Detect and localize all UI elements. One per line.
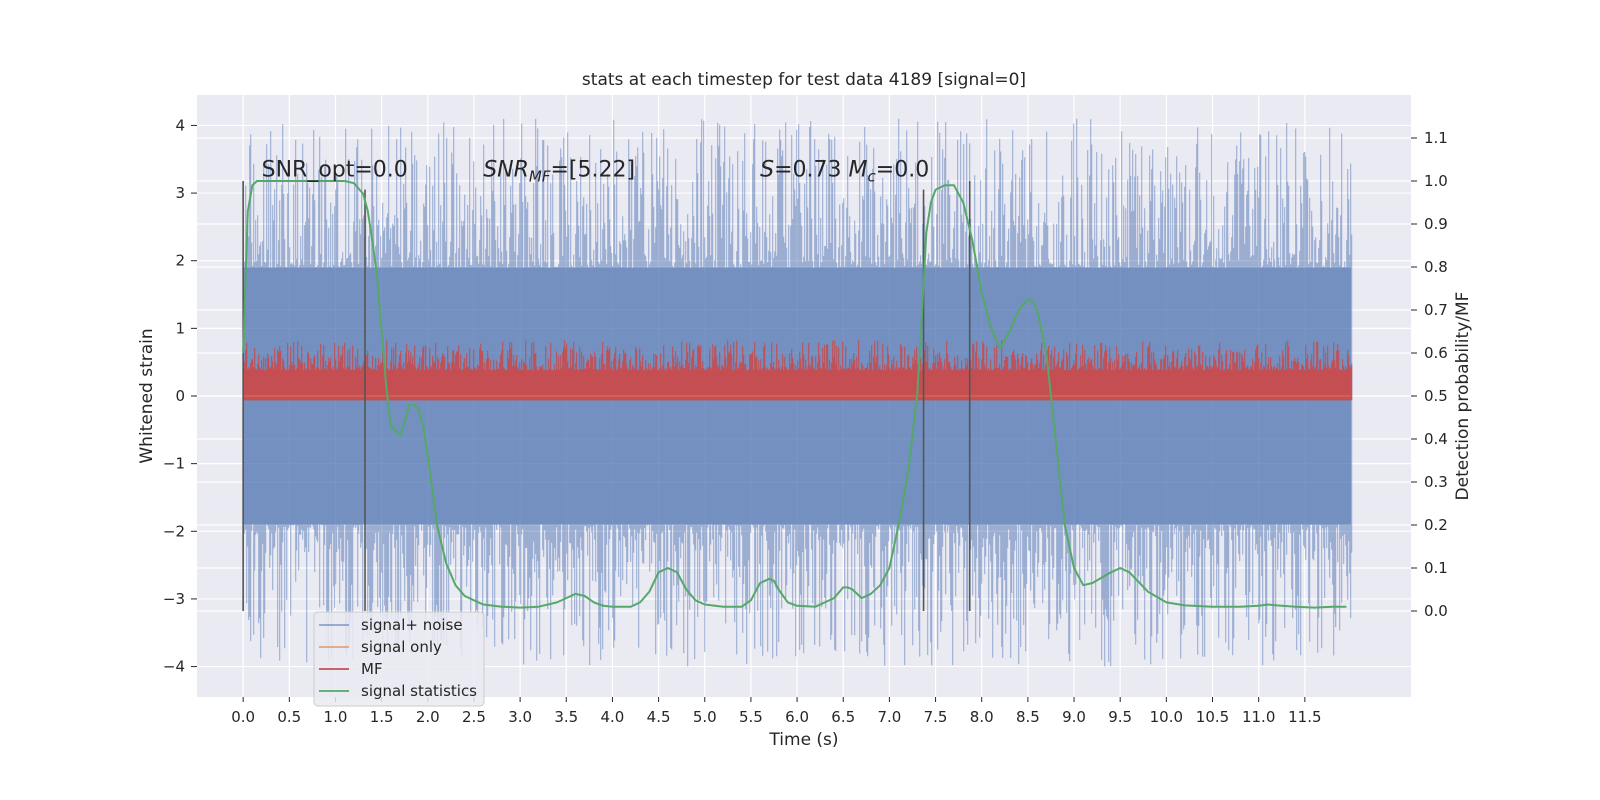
y2-tick-label: 0.0 — [1424, 602, 1448, 620]
x-tick-label: 2.0 — [416, 708, 440, 726]
signal-statistics-series — [242, 180, 1347, 609]
y2-axis-title: Detection probability/MF — [1453, 292, 1473, 501]
y2-tick-label: 0.3 — [1424, 473, 1448, 491]
y-tick-label: −4 — [163, 658, 185, 676]
legend-label: signal only — [361, 638, 442, 656]
axes: 0.0 0.5 1.0 1.5 2.0 2.5 3.0 3.5 4.0 4.5 5.0 5.5 6.0 6… — [163, 116, 1448, 726]
annotation-text: S=0.73 Mc=0.0 — [760, 158, 929, 186]
x-tick-label: 4.0 — [601, 708, 625, 726]
x-tick-label: 10.0 — [1150, 708, 1183, 726]
legend-label: signal+ noise — [361, 616, 463, 634]
x-tick-label: 10.5 — [1196, 708, 1229, 726]
y-tick-label: 0 — [175, 387, 185, 405]
y2-tick-label: 0.6 — [1424, 344, 1448, 362]
x-tick-label: 4.5 — [647, 708, 671, 726]
annotation-text: SNRMF=[5.22] — [483, 158, 635, 186]
annotations: SNR_opt=0.0 SNRMF=[5.22] S=0.73 Mc=0.0 — [262, 158, 930, 186]
y-tick-label: 4 — [175, 116, 185, 134]
y-tick-label: −1 — [163, 455, 185, 473]
signal-statistics-line — [242, 180, 1347, 609]
x-tick-label: 0.0 — [231, 708, 255, 726]
x-tick-label: 3.5 — [554, 708, 578, 726]
x-tick-label: 7.5 — [924, 708, 948, 726]
y-tick-label: 3 — [175, 184, 185, 202]
y2-tick-label: 0.8 — [1424, 258, 1448, 276]
annotation-text: SNR_opt=0.0 — [262, 158, 408, 183]
y2-tick-label: 1.0 — [1424, 172, 1448, 190]
x-tick-label: 1.0 — [324, 708, 348, 726]
x-tick-label: 1.5 — [370, 708, 394, 726]
legend: signal+ noise signal only MF signal statist… — [313, 611, 485, 707]
y-tick-label: −3 — [163, 590, 185, 608]
x-tick-label: 2.5 — [462, 708, 486, 726]
x-tick-label: 5.5 — [739, 708, 763, 726]
x-tick-label: 9.0 — [1062, 708, 1086, 726]
y2-tick-label: 1.1 — [1424, 129, 1448, 147]
y2-tick-label: 0.4 — [1424, 430, 1448, 448]
y-tick-label: −2 — [163, 522, 185, 540]
y2-tick-label: 0.9 — [1424, 215, 1448, 233]
x-tick-label: 0.5 — [277, 708, 301, 726]
legend-label: signal statistics — [361, 682, 477, 700]
y2-tick-label: 0.5 — [1424, 387, 1448, 405]
x-tick-label: 8.0 — [970, 708, 994, 726]
y-axis-title: Whitened strain — [137, 328, 157, 463]
x-tick-label: 8.5 — [1016, 708, 1040, 726]
marker-lines — [242, 181, 971, 611]
x-tick-label: 6.5 — [831, 708, 855, 726]
y2-tick-label: 0.1 — [1424, 559, 1448, 577]
legend-box — [313, 611, 485, 707]
y2-tick-label: 0.2 — [1424, 516, 1448, 534]
x-tick-label: 3.0 — [508, 708, 532, 726]
legend-label: MF — [361, 660, 383, 678]
x-tick-label: 5.0 — [693, 708, 717, 726]
x-tick-label: 6.0 — [785, 708, 809, 726]
x-tick-label: 11.5 — [1288, 708, 1321, 726]
chart-title: stats at each timestep for test data 418… — [582, 70, 1026, 90]
x-axis-title: Time (s) — [768, 730, 838, 750]
y-tick-label: 1 — [175, 319, 185, 337]
x-tick-label: 9.5 — [1108, 708, 1132, 726]
y2-tick-label: 0.7 — [1424, 301, 1448, 319]
x-tick-label: 11.0 — [1242, 708, 1275, 726]
y-tick-label: 2 — [175, 252, 185, 270]
x-tick-label: 7.0 — [877, 708, 901, 726]
